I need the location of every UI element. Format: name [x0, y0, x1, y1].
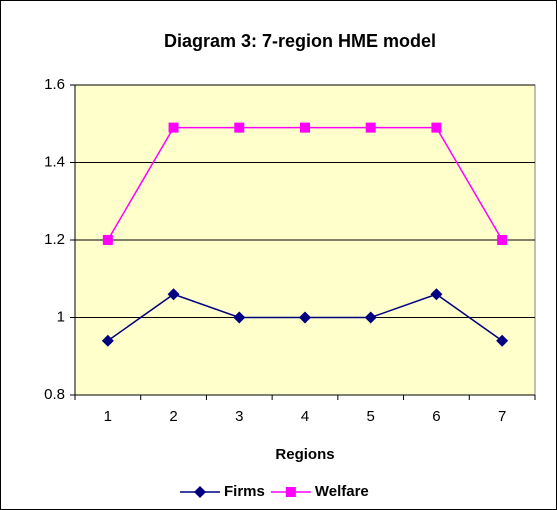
- marker: [167, 288, 180, 301]
- x-tick-label: 7: [498, 408, 506, 425]
- marker: [101, 334, 114, 347]
- x-tick-label: 4: [301, 408, 309, 425]
- legend-label: Firms: [224, 483, 265, 500]
- x-tick-label: 1: [104, 408, 112, 425]
- legend-label: Welfare: [315, 483, 369, 500]
- marker: [431, 122, 442, 133]
- x-tick-label: 5: [367, 408, 375, 425]
- x-axis-label: Regions: [275, 446, 334, 463]
- marker: [234, 122, 245, 133]
- marker: [300, 122, 310, 133]
- x-tick-label: 3: [235, 408, 243, 425]
- marker: [168, 122, 179, 133]
- marker: [365, 122, 376, 133]
- x-tick-label: 6: [432, 408, 440, 425]
- y-tick-label: 1.2: [44, 231, 65, 248]
- y-tick-label: 1.4: [44, 153, 65, 170]
- y-tick-label: 0.8: [44, 386, 65, 403]
- marker: [299, 311, 311, 324]
- legend-marker: [285, 487, 296, 497]
- marker: [102, 235, 113, 245]
- marker: [430, 288, 443, 301]
- marker: [496, 334, 509, 347]
- legend-marker: [194, 486, 206, 498]
- y-tick-label: 1: [57, 308, 65, 325]
- y-tick-label: 1.6: [44, 76, 65, 93]
- marker: [233, 311, 246, 324]
- marker: [497, 235, 508, 245]
- x-tick-label: 2: [169, 408, 177, 425]
- marker: [364, 311, 377, 324]
- chart-title: Diagram 3: 7-region HME model: [164, 31, 436, 51]
